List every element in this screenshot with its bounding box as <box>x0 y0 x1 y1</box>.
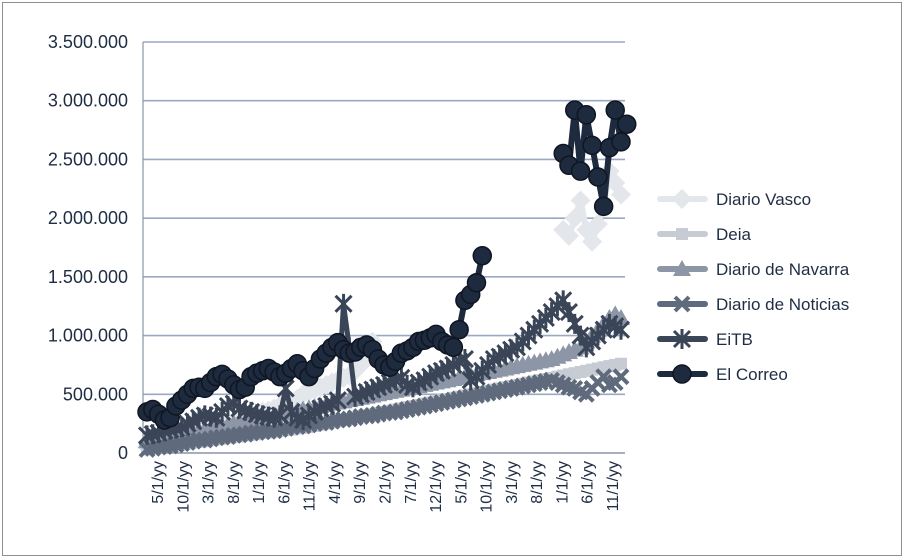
data-point <box>472 245 493 266</box>
y-tick-label: 3.000.000 <box>48 91 128 111</box>
series-eitb <box>137 290 631 446</box>
legend-label: Deia <box>716 225 752 244</box>
y-tick-label: 3.500.000 <box>48 32 128 52</box>
data-point <box>673 260 691 276</box>
x-tick-label: 4/1/yy <box>327 461 344 504</box>
legend-label: EiTB <box>716 330 753 349</box>
x-tick-label: 7/1/yy <box>403 461 420 504</box>
legend-label: Diario Vasco <box>716 190 811 209</box>
data-point <box>328 390 347 411</box>
y-tick-label: 2.500.000 <box>48 149 128 169</box>
data-point <box>593 196 614 217</box>
data-point <box>676 228 688 240</box>
data-point <box>558 225 579 246</box>
legend-label: Diario de Noticias <box>716 295 849 314</box>
y-tick-label: 1.000.000 <box>48 326 128 346</box>
series-diario-de-noticias <box>138 368 630 458</box>
x-tick-label: 6/1/yy <box>580 461 597 504</box>
legend-item: El Correo <box>657 364 788 384</box>
data-point <box>570 190 591 211</box>
y-tick-label: 2.000.000 <box>48 208 128 228</box>
x-tick-label: 1/1/yy <box>251 461 268 504</box>
data-point <box>611 132 631 152</box>
data-point <box>443 337 464 358</box>
x-tick-label: 1/1/yy <box>554 461 571 504</box>
x-tick-label: 11/1/yy <box>605 461 622 511</box>
x-tick-label: 5/1/yy <box>453 461 470 504</box>
x-tick-label: 3/1/yy <box>504 461 521 504</box>
data-point <box>673 295 691 313</box>
data-point <box>611 184 631 205</box>
data-point <box>617 114 637 134</box>
y-tick-label: 500.000 <box>63 384 128 404</box>
x-tick-label: 8/1/yy <box>226 461 243 504</box>
data-point <box>672 364 692 384</box>
data-point <box>612 368 630 386</box>
data-point <box>564 208 585 229</box>
legend-item: Diario de Navarra <box>657 260 850 279</box>
x-tick-label: 10/1/yy <box>175 461 192 513</box>
data-point <box>588 167 608 187</box>
x-tick-label: 3/1/yy <box>201 461 218 504</box>
data-point <box>270 405 290 426</box>
data-point <box>466 272 487 293</box>
x-tick-label: 11/1/yy <box>302 461 319 511</box>
series-el-correo <box>137 100 637 430</box>
legend-label: Diario de Navarra <box>716 260 850 279</box>
x-tick-label: 10/1/yy <box>479 461 496 513</box>
y-tick-label: 1.500.000 <box>48 267 128 287</box>
data-point <box>672 329 692 349</box>
data-point <box>611 319 631 340</box>
legend-label: El Correo <box>716 365 788 384</box>
legend-item: EiTB <box>657 329 753 349</box>
data-point <box>576 105 597 125</box>
y-axis-ticks: 0 500.000 1.000.000 1.500.000 2.000.000 2.500… <box>48 32 128 463</box>
legend: Diario Vasco Deia Diario de Navarra Diario … <box>657 189 850 384</box>
data-point <box>570 161 591 181</box>
x-tick-label: 2/1/yy <box>378 461 395 504</box>
legend-item: Deia <box>657 225 752 244</box>
x-tick-label: 9/1/yy <box>352 461 369 504</box>
y-tick-label: 0 <box>118 443 128 463</box>
data-point <box>334 293 353 314</box>
x-tick-label: 5/1/yy <box>150 461 167 504</box>
gridlines <box>142 41 625 454</box>
data-point <box>582 135 602 156</box>
x-tick-label: 12/1/yy <box>428 461 445 513</box>
x-axis-ticks: 5/1/yy 10/1/yy 3/1/yy 8/1/yy 1/1/yy 6/1/yy 11/… <box>150 461 622 513</box>
x-tick-label: 8/1/yy <box>529 461 546 504</box>
data-point <box>605 100 625 120</box>
legend-item: Diario de Noticias <box>657 295 849 314</box>
data-point <box>449 319 469 340</box>
data-point <box>582 231 603 252</box>
x-tick-label: 6/1/yy <box>276 461 293 504</box>
data-point <box>615 357 627 370</box>
data-point <box>672 189 692 209</box>
series-group <box>137 100 637 458</box>
legend-item: Diario Vasco <box>657 189 811 209</box>
data-point <box>587 214 608 235</box>
